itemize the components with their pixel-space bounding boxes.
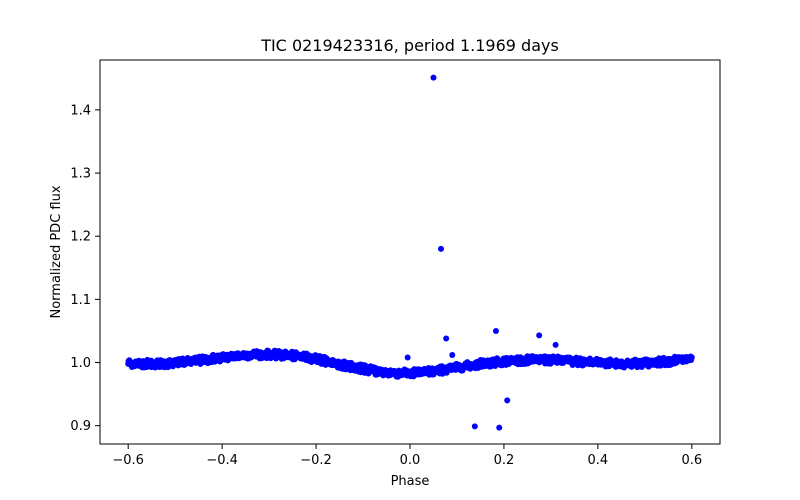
x-tick-label: −0.6 xyxy=(112,453,144,468)
outlier-point xyxy=(471,423,478,430)
x-tick-label: 0.4 xyxy=(588,453,609,468)
y-tick-label: 1.4 xyxy=(70,103,91,118)
y-axis-label: Normalized PDC flux xyxy=(49,185,64,318)
outlier-point xyxy=(536,332,543,339)
chart-title: TIC 0219423316, period 1.1969 days xyxy=(260,36,559,55)
data-point xyxy=(688,354,695,361)
outlier-point xyxy=(492,327,499,334)
y-axis: 0.9 1.0 1.1 1.2 1.3 1.4 xyxy=(70,103,100,434)
data-points xyxy=(125,74,695,431)
outlier-point xyxy=(504,397,511,404)
y-tick-label: 1.3 xyxy=(70,167,91,182)
y-tick-label: 0.9 xyxy=(70,419,91,434)
x-tick-label: −0.2 xyxy=(300,453,332,468)
outlier-point xyxy=(443,335,450,342)
x-tick-label: 0.0 xyxy=(400,453,421,468)
plot-frame xyxy=(99,59,721,445)
y-tick-label: 1.1 xyxy=(70,293,91,308)
x-tick-label: −0.4 xyxy=(206,453,238,468)
outlier-point xyxy=(496,424,503,431)
x-axis-label: Phase xyxy=(391,474,430,489)
y-tick-label: 1.2 xyxy=(70,230,91,245)
outlier-point xyxy=(404,354,411,361)
x-tick-label: 0.6 xyxy=(681,453,702,468)
x-tick-label: 0.2 xyxy=(494,453,515,468)
x-axis: −0.6 −0.4 −0.2 0.0 0.2 0.4 0.6 xyxy=(112,444,702,468)
outlier-point xyxy=(438,245,444,252)
outlier-point xyxy=(552,341,559,348)
outlier-point xyxy=(430,74,437,81)
y-tick-label: 1.0 xyxy=(70,356,91,371)
outlier-point xyxy=(449,351,456,358)
